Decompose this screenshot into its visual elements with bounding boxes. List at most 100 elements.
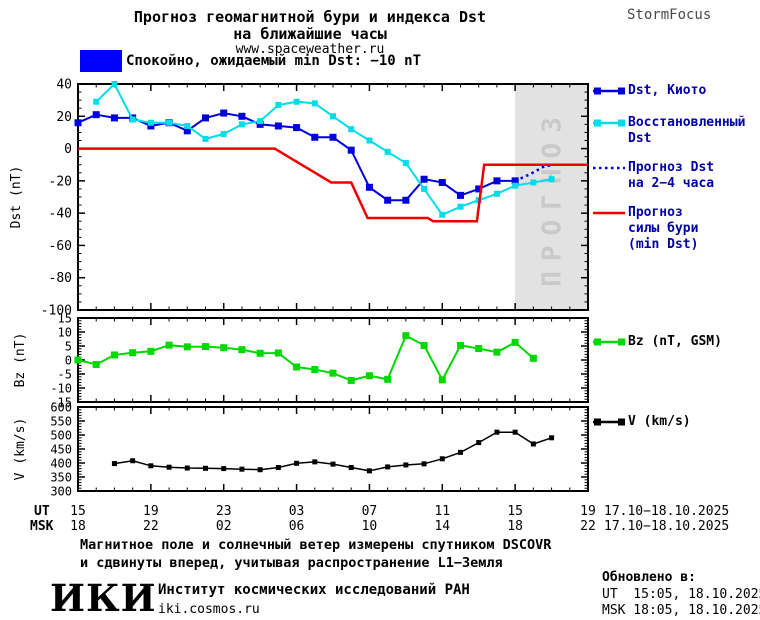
y-tick-label: 5 [65, 340, 72, 354]
data-point [183, 127, 191, 135]
y-tick-label: 300 [50, 485, 72, 499]
data-point [347, 146, 355, 154]
data-point [330, 461, 336, 467]
y-tick-label: -100 [41, 304, 72, 319]
data-point [274, 349, 282, 357]
data-point [293, 98, 300, 105]
x-tick-label: 15 [70, 504, 86, 519]
y-axis-title: V (km/s) [13, 418, 28, 481]
x-tick-label: 06 [288, 519, 305, 534]
x-tick-label: 23 [215, 504, 232, 519]
data-point [512, 182, 519, 189]
data-point [238, 112, 246, 120]
data-point [165, 341, 173, 349]
forecast-band [515, 84, 588, 310]
data-point [293, 363, 301, 371]
data-point [311, 366, 319, 374]
date-range-ut: 17.10−18.10.2025 [604, 504, 730, 519]
y-tick-label: -80 [49, 271, 72, 286]
data-point [203, 465, 208, 471]
y-tick-label: 0 [65, 354, 72, 368]
institute-name: Институт космических исследований РАН [158, 582, 470, 598]
legend-item-label: Прогноз Dst [628, 160, 715, 175]
data-point [475, 185, 483, 193]
data-point [530, 179, 537, 186]
legend-item-label: Bz (nT, GSM) [628, 334, 722, 349]
status-summary: Спокойно, ожидаемый min Dst: −10 nT [126, 53, 422, 69]
legend-item-label: Dst, Киото [628, 83, 707, 98]
data-point [366, 468, 372, 474]
data-point [439, 456, 445, 462]
series--min-dst- [78, 147, 588, 223]
site-link[interactable]: www.spaceweather.ru [235, 42, 385, 57]
y-tick-label: 350 [50, 471, 72, 485]
data-point [457, 203, 464, 210]
institute-site-link[interactable]: iki.cosmos.ru [158, 602, 260, 617]
y-tick-label: -60 [49, 239, 72, 254]
data-point [421, 461, 427, 467]
data-point [202, 343, 209, 351]
data-point [420, 341, 428, 349]
data-point [311, 100, 318, 107]
data-point [275, 101, 282, 108]
data-point [493, 190, 500, 197]
data-point [293, 124, 301, 132]
data-point [457, 191, 464, 199]
data-point [92, 360, 100, 368]
updated-ut: UT 15:05, 18.10.2025 [602, 587, 760, 602]
data-point [184, 465, 190, 471]
x-tick-label: 22 [580, 519, 596, 534]
data-point [329, 369, 337, 377]
page-title: Прогноз геомагнитной бури и индекса Dst [133, 8, 487, 26]
y-tick-label: 600 [50, 401, 72, 415]
y-tick-label: 500 [50, 429, 72, 443]
ut-row-label: UT [34, 504, 50, 519]
data-point [166, 119, 173, 126]
data-point [548, 176, 555, 183]
data-point [184, 122, 191, 129]
data-point [384, 375, 392, 383]
x-tick-label: 22 [143, 519, 159, 534]
data-point [202, 135, 209, 142]
data-point [257, 467, 263, 473]
data-point [256, 349, 264, 357]
data-point [493, 348, 501, 356]
data-point [147, 347, 155, 355]
legend-item-label: Восстановленный [628, 115, 746, 130]
data-point [366, 137, 373, 144]
msk-row-label: MSK [30, 519, 54, 534]
x-tick-label: 11 [434, 504, 451, 519]
data-point [365, 183, 373, 191]
y-tick-label: 450 [50, 443, 72, 457]
data-point [549, 435, 555, 441]
y-tick-label: -10 [50, 382, 72, 396]
data-point [110, 114, 118, 122]
updated-msk: MSK 18:05, 18.10.2025 [602, 603, 760, 618]
x-tick-label: 18 [70, 519, 86, 534]
x-tick-label: 15 [507, 504, 523, 519]
legend-item-label: Прогноз [628, 205, 683, 220]
y-tick-label: 10 [58, 326, 72, 340]
iki-logo: ИКИ [50, 576, 157, 620]
data-point [110, 351, 118, 359]
y-tick-label: -40 [49, 207, 72, 222]
data-point [438, 376, 446, 384]
data-point [257, 118, 264, 125]
data-point [166, 464, 172, 470]
legend-swatch-squares [593, 418, 625, 426]
data-point [92, 111, 100, 119]
data-point [402, 160, 409, 167]
x-tick-label: 02 [215, 519, 232, 534]
data-point [348, 126, 355, 133]
data-point [221, 466, 227, 472]
data-point [238, 346, 246, 354]
legend-item-label: Dst [628, 131, 652, 146]
data-point [511, 338, 519, 346]
data-source-note-2: и сдвинуты вперед, учитывая распростране… [80, 555, 503, 571]
data-point [129, 116, 136, 123]
data-point [129, 349, 137, 357]
series-bz-nt-gsm- [77, 334, 535, 383]
data-point [384, 196, 392, 204]
